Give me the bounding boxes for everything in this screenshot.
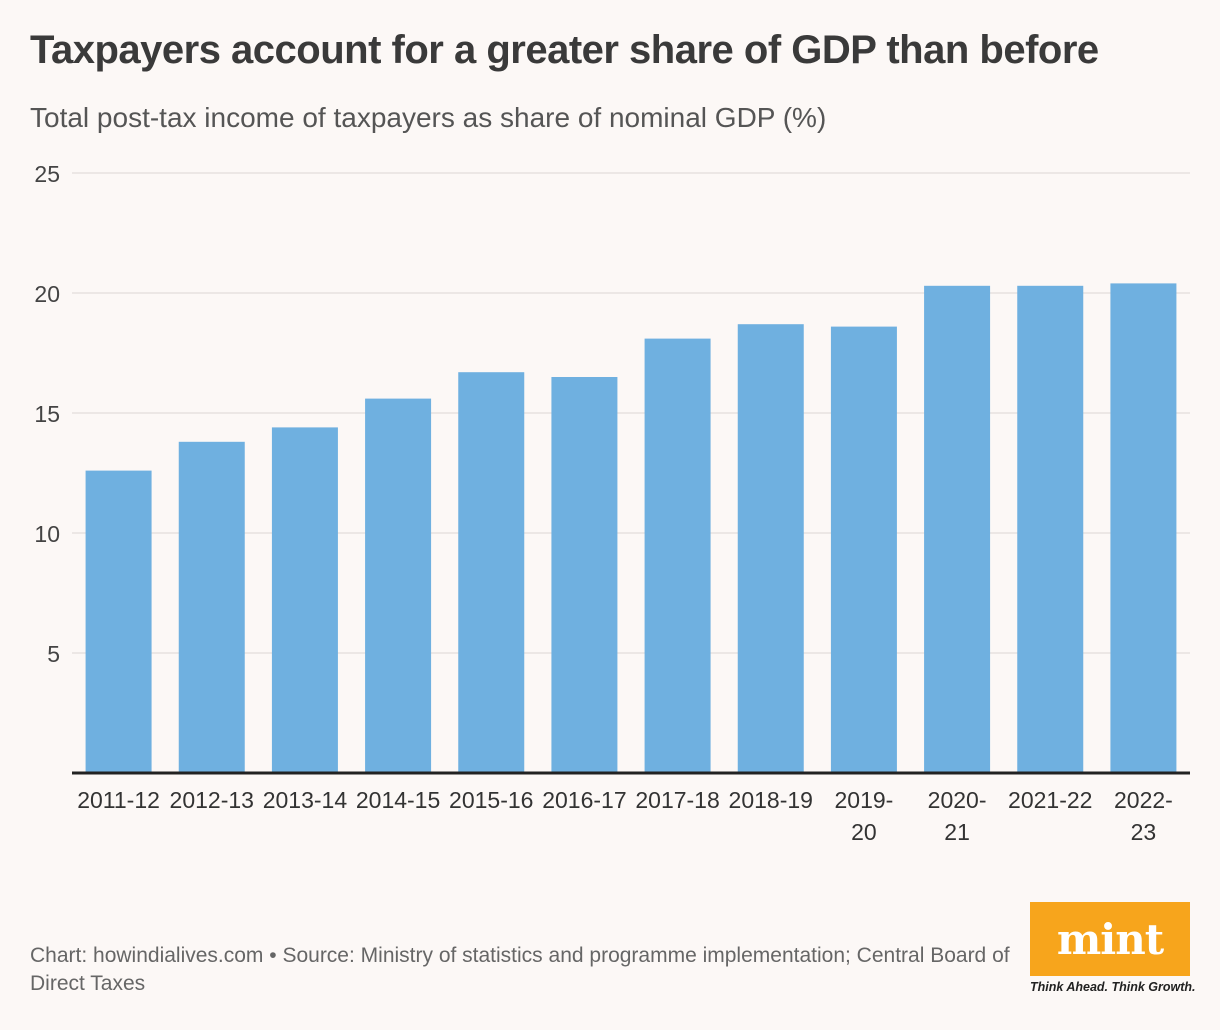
bar	[924, 285, 991, 773]
bar	[365, 398, 432, 773]
brand-block: mint Think Ahead. Think Growth.	[1030, 902, 1196, 994]
bar	[551, 377, 618, 773]
y-tick-label: 20	[34, 281, 60, 307]
x-tick-label: 2012-13	[170, 787, 254, 813]
bar	[85, 470, 152, 773]
y-tick-label: 15	[34, 401, 60, 427]
chart-subtitle: Total post-tax income of taxpayers as sh…	[30, 102, 827, 133]
y-tick-label: 5	[47, 641, 60, 667]
x-tick-label: 2022-23	[1114, 787, 1173, 845]
x-tick-label: 2019-20	[835, 787, 894, 845]
mint-logo-text: mint	[1056, 914, 1164, 964]
x-tick-label: 2013-14	[263, 787, 348, 813]
bar	[178, 441, 245, 773]
bar-chart: 5 10 15 20 25 2011-12 2012-13 2013-14 2014-15 201…	[34, 161, 1190, 845]
brand-tagline: Think Ahead. Think Growth.	[1030, 980, 1196, 994]
bar	[271, 427, 338, 773]
bar	[458, 372, 525, 773]
bar	[1017, 285, 1084, 773]
bar	[644, 338, 711, 773]
x-tick-label: 2015-16	[449, 787, 533, 813]
x-tick-label: 2017-18	[635, 787, 719, 813]
x-tick-label: 2011-12	[77, 787, 160, 813]
x-tick-label: 2014-15	[356, 787, 440, 813]
bar	[1110, 283, 1177, 773]
y-tick-label: 25	[34, 161, 60, 187]
x-tick-label: 2018-19	[729, 787, 813, 813]
bar	[830, 326, 897, 773]
chart-title: Taxpayers account for a greater share of…	[30, 28, 1099, 72]
bar	[737, 324, 804, 773]
x-tick-label: 2016-17	[542, 787, 626, 813]
x-tick-label: 2020-21	[928, 787, 987, 845]
source-credit: Chart: howindialives.com • Source: Minis…	[30, 944, 1010, 995]
y-tick-label: 10	[34, 521, 60, 547]
x-tick-label: 2021-22	[1008, 787, 1092, 813]
mint-logo: mint	[1030, 902, 1190, 976]
